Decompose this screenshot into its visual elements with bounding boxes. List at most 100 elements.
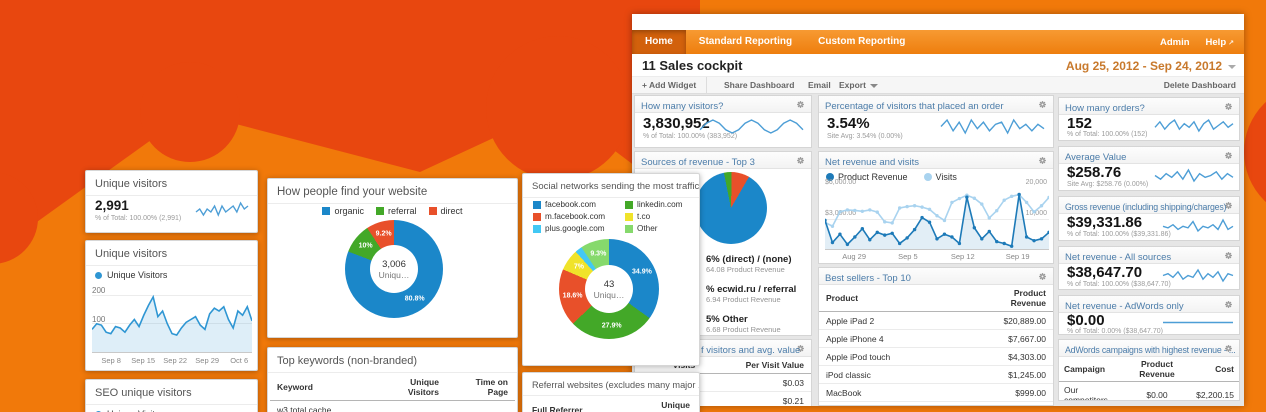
x-axis: Sep 8 Sep 15 Sep 22 Sep 29 Oct 6 xyxy=(92,356,252,366)
add-widget-button[interactable]: + Add Widget xyxy=(642,77,708,93)
gear-icon[interactable] xyxy=(1224,102,1233,111)
tab-custom-reporting[interactable]: Custom Reporting xyxy=(818,36,906,47)
sparkline xyxy=(1154,118,1234,133)
metric-value: $0.00 xyxy=(1067,312,1105,329)
card-title: Unique visitors xyxy=(86,171,257,196)
widget-title[interactable]: Sources of revenue - Top 3 xyxy=(641,157,755,168)
help-link[interactable]: Help ↗ xyxy=(1205,36,1234,48)
y-axis-label: 10,000 xyxy=(1025,210,1047,217)
delete-dashboard-button[interactable]: Delete Dashboard xyxy=(1163,80,1236,90)
y-axis-label: $6,000.00 xyxy=(825,179,857,186)
gear-icon[interactable] xyxy=(1224,344,1233,353)
legend-item: referral xyxy=(376,206,417,216)
gear-icon[interactable] xyxy=(1224,300,1233,309)
x-axis-tick: Aug 29 xyxy=(842,252,866,261)
column-header: Product Revenue xyxy=(1129,357,1185,382)
gear-icon[interactable] xyxy=(1224,151,1233,160)
gear-icon[interactable] xyxy=(1038,100,1047,109)
widget-title[interactable]: Average Value xyxy=(1065,152,1127,163)
chevron-down-icon[interactable] xyxy=(1228,65,1236,69)
metric-value: 3,830,952 xyxy=(643,115,710,132)
x-axis-tick: Sep 15 xyxy=(131,356,156,365)
y-axis-label: 200 xyxy=(92,286,106,295)
analytics-dashboard-window: Home Standard Reporting Custom Reporting… xyxy=(632,14,1244,406)
table-cell: $2,200.15 xyxy=(1185,381,1239,400)
widget-gross-revenue: Gross revenue (including shipping/charge… xyxy=(1058,196,1240,241)
gear-icon[interactable] xyxy=(796,156,805,165)
legend-item: Other xyxy=(625,224,699,233)
column-header: Keyword xyxy=(270,374,370,401)
widget-title[interactable]: Net revenue - All sources xyxy=(1065,252,1172,263)
legend-swatch-icon xyxy=(428,207,437,215)
unique-visitors-chart xyxy=(91,287,253,353)
table-row: Apple iPod touch $4,303.00 xyxy=(819,347,1053,366)
widget-title[interactable]: AdWords campaigns with highest revenue -… xyxy=(1065,345,1236,355)
widget-title[interactable]: How many visitors? xyxy=(641,101,724,112)
adwords-campaigns-table: Campaign Product Revenue Cost Our competito… xyxy=(1059,357,1239,400)
widget-title[interactable]: Percentage of visitors that placed an or… xyxy=(825,101,1004,112)
metric-subtext: % of Total: 100.00% (383,952) xyxy=(643,133,738,140)
export-button[interactable]: Export xyxy=(839,77,879,93)
date-range-selector[interactable]: Aug 25, 2012 - Sep 24, 2012 xyxy=(1065,59,1222,73)
slice-label: 7% xyxy=(573,263,584,271)
slice-label: 27.9% xyxy=(601,322,622,330)
email-button[interactable]: Email xyxy=(808,80,831,90)
sparkline xyxy=(1162,218,1234,233)
table-cell: Apple iPad 2 xyxy=(819,311,975,330)
legend-item: plus.google.com xyxy=(533,224,625,233)
slice-label: 34.9% xyxy=(631,268,652,276)
legend-swatch-icon xyxy=(533,224,541,233)
table-cell: 9 xyxy=(369,400,446,412)
metric-value: 152 xyxy=(1067,115,1093,132)
x-axis-tick: Sep 19 xyxy=(1005,252,1030,261)
column-header: Product xyxy=(819,285,975,312)
donut-hole: 43 Uniqu… xyxy=(585,265,633,313)
x-axis-tick: Sep 22 xyxy=(163,356,188,365)
gear-icon[interactable] xyxy=(1224,251,1233,260)
widget-title[interactable]: Net revenue - AdWords only xyxy=(1065,301,1184,312)
card-seo-unique-visitors: SEO unique visitors Unique Visitors xyxy=(85,379,258,412)
legend-swatch-icon xyxy=(376,207,384,215)
external-link-icon: ↗ xyxy=(1228,39,1234,47)
table-cell: $701.22 xyxy=(974,401,1053,405)
admin-link[interactable]: Admin xyxy=(1159,36,1190,48)
metric-subtext: Site Avg: $258.76 (0.00%) xyxy=(1067,181,1149,188)
card-find-website: How people find your website organic refe… xyxy=(267,178,518,338)
top-keywords-table: Keyword Unique Visitors Time on Page w3 tot… xyxy=(270,374,515,412)
table-cell: $0.21 xyxy=(702,391,811,406)
widget-title[interactable]: How many orders? xyxy=(1065,103,1145,114)
table-row: Binary Mom$701.22 xyxy=(819,401,1053,405)
chart-legend: Product Revenue Visits xyxy=(819,172,1053,182)
table-row: iPod classic $1,245.00 xyxy=(819,365,1053,384)
table-cell: $1,245.00 xyxy=(974,365,1053,384)
widget-title[interactable]: f visitors and avg. value xyxy=(701,345,801,356)
series-dot-icon xyxy=(95,410,102,412)
sparkline xyxy=(940,118,1045,135)
x-axis-tick: Sep 8 xyxy=(101,356,121,365)
series-dot-icon xyxy=(95,271,102,279)
x-axis-tick: Oct 6 xyxy=(230,356,249,365)
tab-standard-reporting[interactable]: Standard Reporting xyxy=(698,36,793,47)
card-title: Unique visitors xyxy=(86,241,257,266)
gear-icon[interactable] xyxy=(796,100,805,109)
gear-icon[interactable] xyxy=(1038,156,1047,165)
widget-title[interactable]: Net revenue and visits xyxy=(825,157,919,168)
share-dashboard-button[interactable]: Share Dashboard xyxy=(724,80,795,90)
widget-title[interactable]: Gross revenue (including shipping/charge… xyxy=(1065,202,1227,212)
donut-center-value: 43 xyxy=(603,278,615,290)
table-cell: MacBook xyxy=(819,383,975,402)
source-row: 6% (direct) / (none) 64.08 Product Reven… xyxy=(706,254,792,274)
gear-icon[interactable] xyxy=(1038,272,1047,281)
x-axis-tick: Sep 5 xyxy=(898,252,918,261)
gear-icon[interactable] xyxy=(1224,201,1233,210)
card-title: How people find your website xyxy=(268,179,517,204)
metric-value: $38,647.70 xyxy=(1067,264,1143,281)
legend-swatch-icon xyxy=(625,200,633,209)
slice-label: 80.8% xyxy=(404,295,425,303)
widget-best-sellers: Best sellers - Top 10 Product Product Rev… xyxy=(818,267,1054,406)
tab-home[interactable]: Home xyxy=(632,30,686,54)
chart-legend: facebook.com linkedin.com m.facebook.com t.… xyxy=(533,200,699,233)
table-row: Apple iPhone 4 $7,667.00 xyxy=(819,329,1053,348)
widget-title[interactable]: Best sellers - Top 10 xyxy=(825,273,911,284)
gear-icon[interactable] xyxy=(796,344,805,353)
